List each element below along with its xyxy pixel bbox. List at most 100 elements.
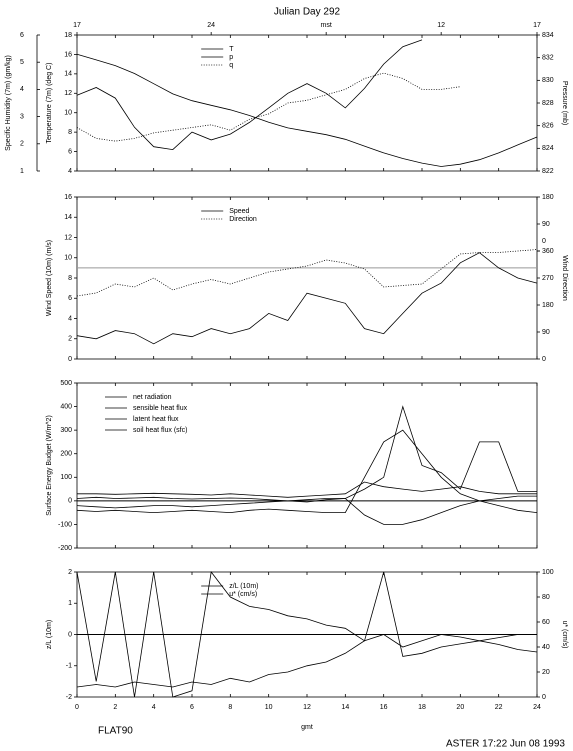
data-line — [76, 405, 537, 503]
y2-tick-label: 180 — [542, 302, 554, 309]
y-tick-label: -1 — [66, 663, 72, 670]
data-line — [76, 249, 538, 297]
plot-frame — [76, 196, 538, 360]
legend-label: z/L (10m) — [229, 583, 258, 590]
legend-label: q — [229, 62, 233, 69]
y2-tick-label: 360 — [542, 248, 554, 255]
y-tick-label: 6 — [68, 148, 72, 155]
y2-tick-label: 834 — [542, 32, 554, 39]
y-tick-label: 12 — [64, 234, 72, 241]
y2-tick-label: 822 — [542, 168, 554, 175]
y-tick-label: 0 — [68, 631, 72, 638]
y-tick-label: 6 — [68, 295, 72, 302]
y-tick-label: 16 — [64, 194, 72, 201]
legend-label: latent heat flux — [133, 416, 179, 423]
top-x-tick-label: 17 — [73, 22, 81, 29]
y-tick-label: 10 — [64, 110, 72, 117]
top-x-tick-label: 12 — [437, 22, 445, 29]
y-tick-label: 4 — [68, 315, 72, 322]
y-tick-label: 0 — [68, 356, 72, 363]
y2-tick-label: 0 — [542, 238, 546, 245]
y2-tick-label: 824 — [542, 145, 554, 152]
legend-label: Speed — [229, 208, 249, 215]
footer-right: ASTER 17:22 Jun 08 1993 — [446, 739, 565, 750]
y3-tick-label: 4 — [20, 86, 24, 93]
chart-title: Julian Day 292 — [274, 7, 341, 18]
y2-tick-label: 0 — [542, 356, 546, 363]
y-tick-label: -100 — [58, 521, 72, 528]
y-tick-label: 10 — [64, 255, 72, 262]
y3-tick-label: 3 — [20, 113, 24, 120]
legend-label: soil heat flux (sfc) — [133, 427, 187, 434]
y2-tick-label: 90 — [542, 221, 550, 228]
y-tick-label: -2 — [66, 694, 72, 701]
top-x-tick-label: mst — [321, 22, 332, 29]
x-axis-label: gmt — [301, 724, 313, 731]
legend-label: net radiation — [133, 394, 172, 401]
y3-tick-label: 2 — [20, 141, 24, 148]
y-tick-label: -200 — [58, 545, 72, 552]
y2-tick-label: 826 — [542, 123, 554, 130]
x-tick-label: 12 — [303, 704, 311, 711]
y2-tick-label: 270 — [542, 275, 554, 282]
y2-tick-label: 60 — [542, 619, 550, 626]
y2-tick-label: 40 — [542, 644, 550, 651]
y2-tick-label: 828 — [542, 100, 554, 107]
legend-label: Direction — [229, 216, 257, 223]
y-axis-label: z/L (10m) — [46, 620, 53, 649]
data-line — [76, 429, 538, 514]
x-tick-label: 16 — [380, 704, 388, 711]
y3-tick-label: 1 — [20, 168, 24, 175]
y3-axis-label: Specific Humidity (7m) (gm/kg) — [5, 55, 12, 151]
footer-left: FLAT90 — [98, 726, 133, 737]
x-tick-label: 8 — [228, 704, 232, 711]
x-tick-label: 20 — [456, 704, 464, 711]
top-x-tick-label: 24 — [207, 22, 215, 29]
y-tick-label: 2 — [68, 569, 72, 576]
x-tick-label: 4 — [152, 704, 156, 711]
y-tick-label: 100 — [60, 474, 72, 481]
x-tick-label: 10 — [265, 704, 273, 711]
y2-tick-label: 100 — [542, 569, 554, 576]
y-tick-label: 200 — [60, 451, 72, 458]
legend-label: u* (cm/s) — [229, 591, 257, 598]
x-tick-label: 24 — [533, 704, 541, 711]
y-tick-label: 16 — [64, 51, 72, 58]
y-tick-label: 14 — [64, 71, 72, 78]
legend-label: sensible heat flux — [133, 405, 188, 412]
y2-tick-label: 832 — [542, 55, 554, 62]
y-tick-label: 12 — [64, 90, 72, 97]
data-line — [76, 634, 538, 688]
y-tick-label: 500 — [60, 380, 72, 387]
y-axis-label: Temperature (7m) (deg C) — [46, 63, 53, 144]
top-x-tick-label: 17 — [533, 22, 541, 29]
y2-axis-label: Pressure (mb) — [561, 81, 568, 125]
y2-axis-label: Wind Direction — [561, 255, 568, 301]
y-tick-label: 1 — [68, 600, 72, 607]
plot-frame — [76, 34, 538, 172]
y2-tick-label: 20 — [542, 669, 550, 676]
y-tick-label: 2 — [68, 336, 72, 343]
y2-tick-label: 0 — [542, 694, 546, 701]
y2-axis-label: u* (cm/s) — [561, 621, 568, 649]
y-axis-label: Wind Speed (10m) (m/s) — [46, 240, 53, 316]
data-line — [76, 495, 537, 525]
y2-tick-label: 80 — [542, 594, 550, 601]
y3-tick-label: 6 — [20, 32, 24, 39]
data-line — [76, 53, 538, 167]
y-tick-label: 8 — [68, 275, 72, 282]
y-tick-label: 18 — [64, 32, 72, 39]
y2-tick-label: 830 — [542, 77, 554, 84]
y3-tick-label: 5 — [20, 59, 24, 66]
data-line — [76, 72, 461, 142]
x-tick-label: 14 — [341, 704, 349, 711]
y2-tick-label: 90 — [542, 329, 550, 336]
x-tick-label: 6 — [190, 704, 194, 711]
x-tick-label: 0 — [75, 704, 79, 711]
legend-label: p — [229, 54, 233, 61]
legend-label: T — [229, 46, 234, 53]
x-tick-label: 18 — [418, 704, 426, 711]
y-axis-label: Surface Energy Budget (W/m^2) — [46, 415, 53, 516]
x-tick-label: 22 — [495, 704, 503, 711]
